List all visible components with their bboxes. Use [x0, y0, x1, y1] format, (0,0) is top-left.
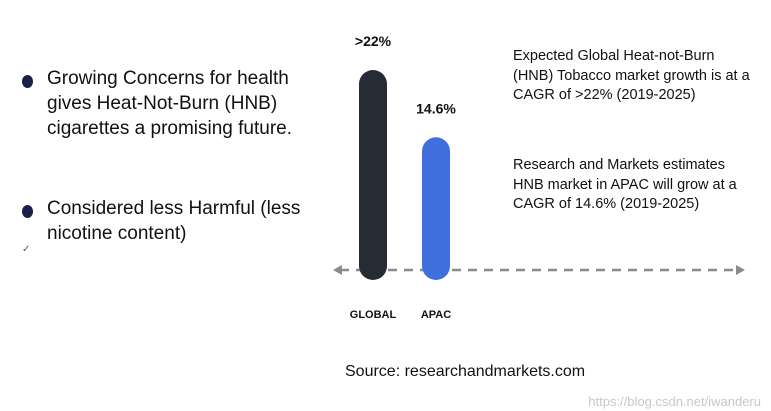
bar-global [359, 70, 387, 280]
bullet-health-concerns: Growing Concerns for health gives Heat-N… [22, 66, 337, 141]
data-label-apac: 14.6% [416, 100, 456, 116]
growth-bar-chart: >22% GLOBAL 14.6% APAC [333, 33, 745, 321]
bullet-text: Considered less Harmful (less nicotine c… [47, 198, 301, 244]
data-label-global: >22% [355, 33, 392, 49]
watermark: https://blog.csdn.net/iwanderu [588, 394, 761, 409]
source-citation: Source: researchandmarkets.com [345, 363, 586, 380]
bullet-less-harmful: Considered less Harmful (less nicotine c… [22, 196, 337, 246]
note-apac-growth: Research and Markets estimates HNB marke… [513, 157, 737, 212]
bullet-dot-icon [22, 75, 33, 88]
bullet-text: Growing Concerns for health gives Heat-N… [47, 68, 293, 139]
category-label-apac: APAC [421, 309, 451, 321]
bullet-dot-icon [22, 205, 33, 218]
check-icon: ✓ [22, 244, 31, 255]
axis-arrow-left-icon [333, 265, 342, 275]
category-label-global: GLOBAL [350, 309, 397, 321]
axis-arrow-right-icon [736, 265, 745, 275]
bar-apac [422, 137, 450, 280]
note-global-growth: Expected Global Heat-not-Burn (HNB) Toba… [513, 48, 750, 103]
